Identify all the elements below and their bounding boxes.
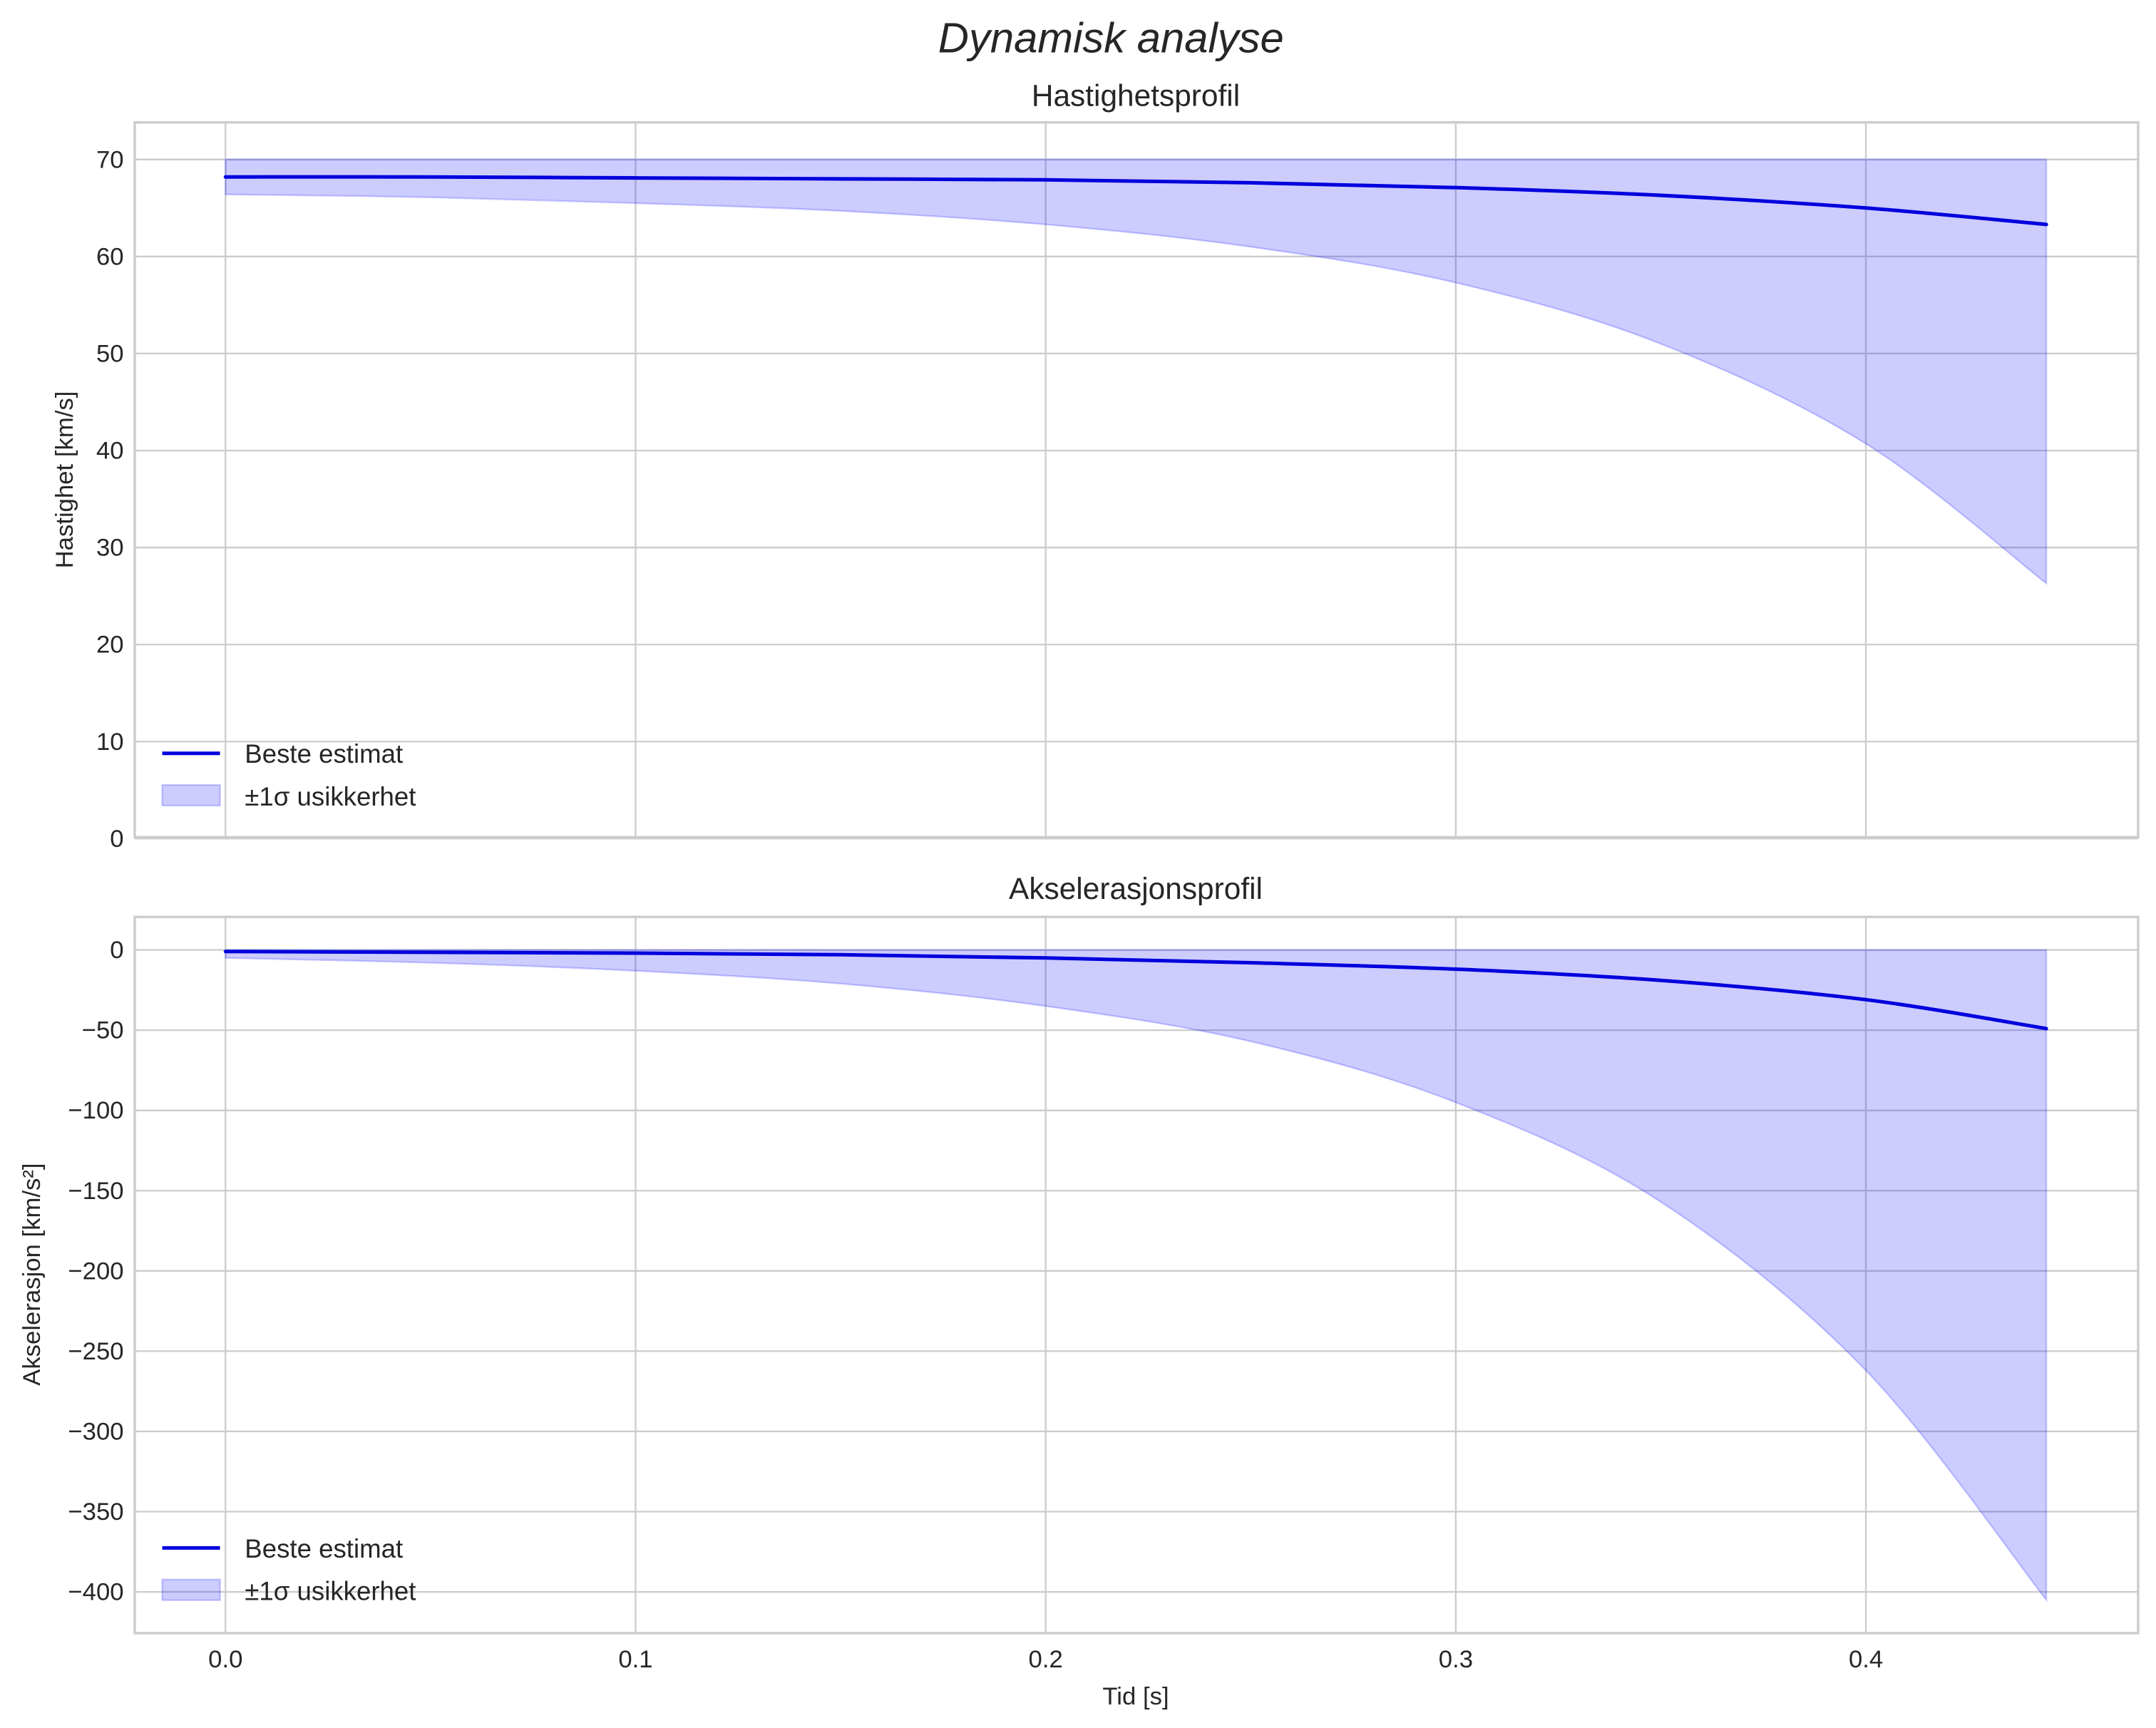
- velocity-y-tick-labels: 0 10 20 30 40 50 60 70: [96, 146, 124, 853]
- x-tick-label: 0.1: [618, 1646, 652, 1673]
- figure-suptitle: Dynamisk analyse: [938, 14, 1284, 61]
- x-axis-label: Tid [s]: [1102, 1683, 1169, 1710]
- y-tick-label: 70: [96, 146, 124, 173]
- y-tick-label: −100: [68, 1097, 123, 1124]
- x-tick-labels: 0.0 0.1 0.2 0.3 0.4: [208, 1646, 1883, 1673]
- acceleration-gridlines: [135, 917, 2138, 1633]
- x-tick-label: 0.0: [208, 1646, 242, 1673]
- x-tick-label: 0.2: [1029, 1646, 1063, 1673]
- acceleration-uncertainty-band: [225, 949, 2048, 1603]
- velocity-axes-frame: [133, 120, 2140, 839]
- y-tick-label: 60: [96, 243, 124, 270]
- y-tick-label: −300: [68, 1419, 123, 1446]
- y-tick-label: 10: [96, 729, 124, 756]
- legend-band-swatch: [161, 1578, 221, 1601]
- y-tick-label: 40: [96, 438, 124, 465]
- y-tick-label: −250: [68, 1338, 123, 1365]
- acceleration-y-axis-label: Akselerasjon [km/s²]: [19, 1163, 46, 1385]
- y-tick-label: −50: [82, 1017, 124, 1044]
- velocity-best-estimate-line: [223, 175, 2048, 227]
- acceleration-best-estimate-line: [223, 950, 2048, 1031]
- acceleration-axes-frame: [133, 915, 2140, 1635]
- acceleration-panel-title: Akselerasjonsprofil: [1009, 872, 1263, 905]
- velocity-panel: Hastighetsprofil 0 10 20 30 40 50 60 70 Hastigh…: [51, 78, 2140, 853]
- acceleration-panel: Akselerasjonsprofil 0 −50 −100 −150 −200 −250…: [19, 872, 2140, 1710]
- legend-label-best-estimate: Beste estimat: [245, 1534, 403, 1563]
- y-tick-label: 0: [110, 826, 123, 853]
- y-tick-label: −150: [68, 1178, 123, 1205]
- velocity-y-axis-label: Hastighet [km/s]: [51, 391, 78, 569]
- legend-band-swatch: [161, 783, 221, 807]
- y-tick-label: 0: [110, 937, 123, 964]
- y-tick-label: 30: [96, 535, 124, 562]
- x-tick-label: 0.4: [1849, 1646, 1883, 1673]
- velocity-uncertainty-band: [225, 158, 2048, 585]
- velocity-legend: Beste estimat ±1σ usikkerhet: [161, 739, 416, 811]
- y-tick-label: −400: [68, 1579, 123, 1606]
- acceleration-legend: Beste estimat ±1σ usikkerhet: [161, 1534, 416, 1606]
- y-tick-label: 20: [96, 632, 124, 659]
- legend-label-uncertainty: ±1σ usikkerhet: [245, 1577, 416, 1606]
- velocity-gridlines: [135, 122, 2138, 840]
- x-tick-label: 0.3: [1439, 1646, 1473, 1673]
- y-tick-label: −350: [68, 1498, 123, 1526]
- legend-label-uncertainty: ±1σ usikkerhet: [245, 782, 416, 811]
- acceleration-y-tick-labels: 0 −50 −100 −150 −200 −250 −300 −350 −400: [68, 937, 123, 1606]
- legend-label-best-estimate: Beste estimat: [245, 739, 403, 768]
- velocity-panel-title: Hastighetsprofil: [1032, 78, 1240, 112]
- y-tick-label: −200: [68, 1258, 123, 1285]
- y-tick-label: 50: [96, 340, 124, 367]
